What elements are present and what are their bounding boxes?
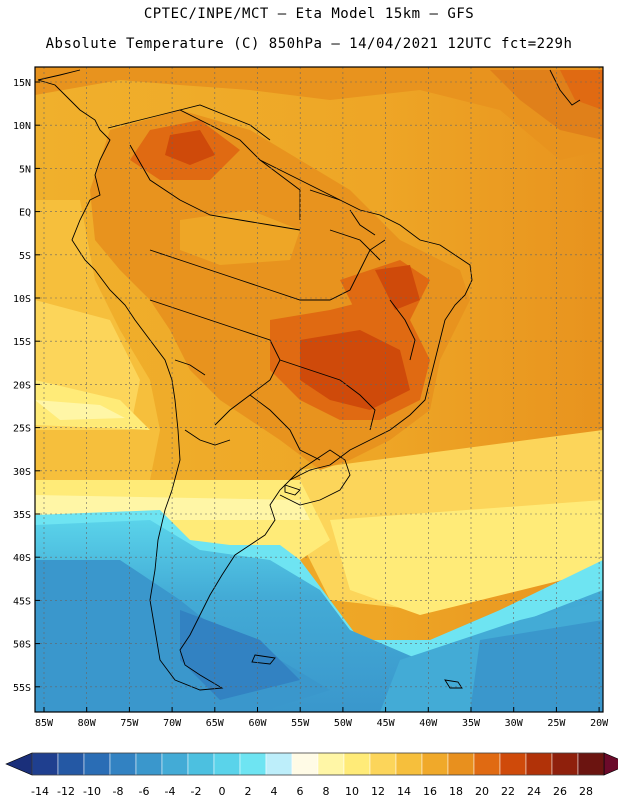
temperature-field (35, 67, 603, 712)
lon-tick-label: 65W (206, 718, 225, 729)
lon-tick-label: 35W (462, 718, 481, 729)
legend-below-arrow (5, 752, 33, 776)
legend-label: 16 (423, 785, 437, 798)
lat-tick-label: 40S (13, 553, 31, 564)
lon-tick-label: 20W (590, 718, 609, 729)
legend-swatch (291, 752, 319, 776)
legend-label: 28 (579, 785, 593, 798)
lon-tick-label: 85W (35, 718, 54, 729)
lon-tick-label: 70W (163, 718, 182, 729)
lat-tick-label: 30S (13, 467, 31, 478)
lon-tick-label: 45W (377, 718, 396, 729)
legend-swatch (161, 752, 189, 776)
legend-label: 14 (397, 785, 411, 798)
legend-label: 26 (553, 785, 567, 798)
legend-label: -8 (113, 785, 124, 798)
lat-tick-label: 15S (13, 337, 31, 348)
legend-swatch (499, 752, 527, 776)
legend-swatch (421, 752, 449, 776)
legend-swatch (369, 752, 397, 776)
legend-above-arrow (603, 752, 618, 776)
map-frame (34, 66, 604, 713)
lat-tick-label: 5S (19, 251, 31, 262)
lat-tick-label: 20S (13, 380, 31, 391)
coastlines (37, 69, 581, 691)
legend-swatch (395, 752, 423, 776)
lon-tick-label: 60W (248, 718, 267, 729)
legend-swatch (57, 752, 85, 776)
map-title: CPTEC/INPE/MCT – Eta Model 15km – GFS (143, 6, 475, 22)
legend-label: -10 (83, 785, 101, 798)
legend-swatch (551, 752, 579, 776)
lon-tick-label: 40W (419, 718, 438, 729)
legend-swatch (109, 752, 137, 776)
legend-label: 22 (501, 785, 515, 798)
legend-label: 24 (527, 785, 541, 798)
longitude-axis: 85W 80W 75W 70W 65W 60W 55W 50W 45W 40W 35W 30W 25W 2… (35, 707, 609, 729)
legend-label: 12 (371, 785, 385, 798)
lat-tick-label: 50S (13, 640, 31, 651)
legend-swatch (343, 752, 371, 776)
lon-tick-label: 50W (334, 718, 353, 729)
legend-label: 18 (449, 785, 463, 798)
legend-label: 6 (297, 785, 304, 798)
lat-tick-label: 15N (13, 78, 31, 89)
legend-swatch (317, 752, 345, 776)
legend-label: 20 (475, 785, 489, 798)
legend-label: 8 (323, 785, 330, 798)
legend-swatch (83, 752, 111, 776)
lon-tick-label: 30W (505, 718, 524, 729)
legend-swatch (31, 752, 59, 776)
lon-tick-label: 55W (291, 718, 310, 729)
lat-tick-label: 45S (13, 596, 31, 607)
legend-label: 4 (271, 785, 278, 798)
latitude-axis: 15N 10N 5N EQ 5S 10S 15S 20S 25S 30S 35S 40S 45S 50S 5… (13, 78, 40, 694)
legend-swatch (265, 752, 293, 776)
legend-swatch (239, 752, 267, 776)
legend-label: 0 (219, 785, 226, 798)
lat-tick-label: 55S (13, 683, 31, 694)
lon-tick-label: 80W (78, 718, 97, 729)
lon-tick-label: 25W (547, 718, 566, 729)
legend-swatch (135, 752, 163, 776)
map-subtitle: Absolute Temperature (C) 850hPa – 14/04/… (45, 36, 573, 52)
legend-swatch (577, 752, 605, 776)
legend-frame (31, 752, 605, 776)
color-legend: -14 -12 -10 -8 -6 -4 -2 0 2 4 6 8 10 12 14 16 18 20 22 24 26… (5, 752, 618, 798)
lat-tick-label: 25S (13, 424, 31, 435)
lat-tick-label: 10N (13, 121, 31, 132)
lat-tick-label: 5N (19, 164, 31, 175)
lon-tick-label: 75W (120, 718, 139, 729)
legend-label: -14 (31, 785, 49, 798)
legend-label: -12 (57, 785, 75, 798)
lat-tick-label: 10S (13, 294, 31, 305)
legend-swatch (525, 752, 553, 776)
legend-label: 10 (345, 785, 359, 798)
legend-label: -2 (191, 785, 202, 798)
lat-tick-label: 35S (13, 510, 31, 521)
lat-tick-label: EQ (19, 208, 31, 219)
legend-label: -4 (165, 785, 176, 798)
legend-label: 2 (245, 785, 252, 798)
legend-swatch (213, 752, 241, 776)
legend-swatch (447, 752, 475, 776)
legend-swatch (473, 752, 501, 776)
legend-label: -6 (139, 785, 150, 798)
legend-swatch (187, 752, 215, 776)
